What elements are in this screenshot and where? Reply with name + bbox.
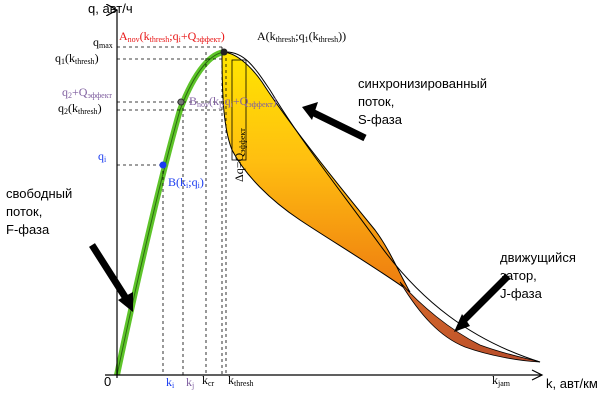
phase-arrows xyxy=(89,102,511,332)
svg-text:S-фаза: S-фаза xyxy=(358,112,403,127)
A-label: A(kthresh;q1(kthresh)) xyxy=(257,29,346,44)
svg-text:затор,: затор, xyxy=(500,268,537,283)
svg-text:J-фаза: J-фаза xyxy=(500,286,543,301)
delta-q-bracket xyxy=(231,59,247,161)
q-i-label: qi xyxy=(98,149,107,164)
svg-text:синхронизированный: синхронизированный xyxy=(358,76,487,91)
point-B xyxy=(159,161,167,169)
k-j-label: kj xyxy=(186,375,194,390)
x-axis-label: k, авт/км xyxy=(546,376,598,391)
k-thresh-label: kthresh xyxy=(228,373,254,388)
A-nov-label: Anov(kthresh;qi+Qэффект) xyxy=(119,29,225,44)
reference-lines xyxy=(117,46,227,375)
svg-text:движущийся: движущийся xyxy=(500,250,576,265)
q2-kthresh-label: q2(kthresh) xyxy=(58,101,102,116)
k-cr-label: kcr xyxy=(202,373,215,388)
jam-caption: движущийся затор, J-фаза xyxy=(500,250,576,301)
point-B-nov xyxy=(177,98,185,106)
point-A xyxy=(220,48,228,56)
q1-kthresh-label: q1(kthresh) xyxy=(55,51,99,66)
svg-text:поток,: поток, xyxy=(358,94,394,109)
delta-q-label: Δq=Qэффект xyxy=(232,128,247,182)
svg-text:свободный: свободный xyxy=(6,186,72,201)
svg-text:поток,: поток, xyxy=(6,204,42,219)
svg-text:F-фаза: F-фаза xyxy=(6,222,50,237)
free-flow-caption: свободный поток, F-фаза xyxy=(6,186,72,237)
k-i-label: ki xyxy=(166,375,175,390)
sync-flow-caption: синхронизированный поток, S-фаза xyxy=(358,76,487,127)
q-sum-label: q2+Qэффект xyxy=(62,85,112,100)
origin-label: 0 xyxy=(104,374,111,389)
q-max-label: qmax xyxy=(93,35,113,50)
k-jam-label: kjam xyxy=(492,373,511,388)
y-axis-label: q, авт/ч xyxy=(88,1,133,16)
B-label: B(ki;qi) xyxy=(168,175,204,190)
B-nov-label: Bnov(kj;qi+Qэффект) xyxy=(189,94,277,109)
